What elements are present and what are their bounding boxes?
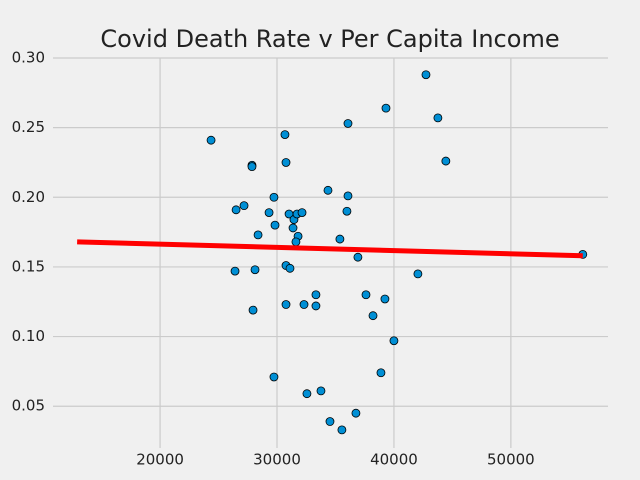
point (376, 368, 386, 378)
point (353, 252, 363, 262)
point (389, 336, 399, 346)
point (413, 269, 423, 279)
y-tick-label: 0.25 (12, 118, 45, 136)
point (325, 417, 335, 426)
point (323, 185, 333, 195)
point (239, 201, 249, 211)
x-tick-label: 50000 (487, 451, 535, 469)
point (281, 300, 291, 309)
x-tick-label: 20000 (136, 451, 184, 469)
point (311, 301, 321, 311)
x-tick-label: 30000 (253, 451, 301, 469)
y-tick-label: 0.10 (12, 327, 45, 345)
point (281, 158, 291, 167)
point (421, 70, 431, 80)
point (311, 290, 321, 300)
point (433, 113, 443, 123)
y-tick-label: 0.15 (12, 257, 45, 275)
point (299, 300, 309, 309)
point (343, 191, 353, 201)
point (291, 237, 301, 247)
point (351, 408, 361, 418)
x-tick-label: 40000 (370, 451, 418, 469)
point (380, 294, 390, 304)
y-tick-label: 0.30 (12, 49, 45, 67)
point (343, 119, 353, 128)
point (381, 103, 391, 113)
point (269, 372, 279, 382)
point (368, 311, 378, 321)
point (253, 230, 263, 240)
point (230, 266, 240, 276)
point (361, 290, 371, 300)
y-tick-label: 0.05 (12, 397, 45, 415)
point (337, 425, 347, 435)
point (264, 208, 274, 218)
point (269, 192, 279, 202)
point (270, 220, 280, 230)
point (297, 208, 307, 218)
chart-title: Covid Death Rate v Per Capita Income (100, 25, 559, 53)
point (280, 130, 290, 140)
point (342, 206, 352, 216)
point (335, 234, 345, 244)
point (206, 135, 216, 145)
point (441, 156, 451, 166)
point (316, 386, 326, 396)
point (285, 263, 295, 273)
point (250, 265, 260, 275)
point (288, 223, 298, 233)
point (302, 389, 312, 399)
point (248, 305, 258, 315)
point (247, 162, 257, 172)
trend-line (77, 239, 583, 259)
point (231, 205, 241, 215)
y-tick-label: 0.20 (12, 188, 45, 206)
